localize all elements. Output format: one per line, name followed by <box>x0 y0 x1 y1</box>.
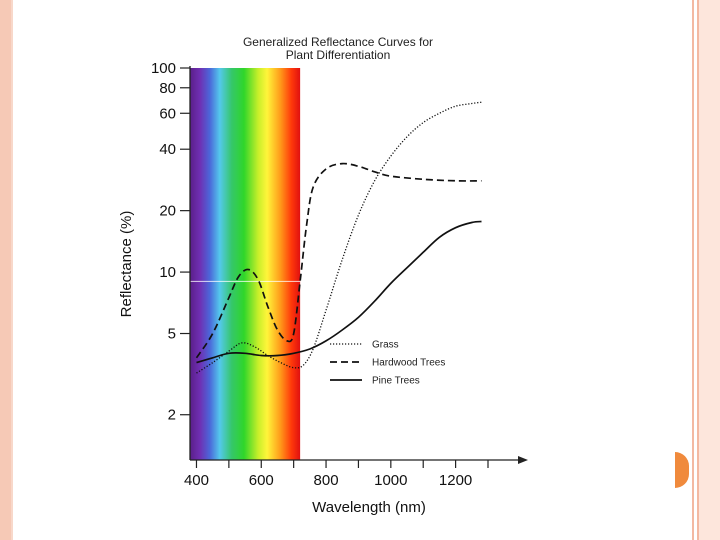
y-tick-label: 60 <box>159 105 176 122</box>
series-grass-line <box>196 101 482 374</box>
legend-label-hardwood-trees: Hardwood Trees <box>372 358 445 369</box>
y-tick-label: 10 <box>159 264 176 281</box>
x-axis-label: Wavelength (nm) <box>312 499 426 516</box>
chart-legend: Grass Hardwood Trees Pine Trees <box>330 340 445 387</box>
visible-spectrum-band <box>190 68 301 460</box>
y-tick-label: 40 <box>159 141 176 158</box>
series-pine-trees-line <box>196 220 482 364</box>
x-tick-label: 600 <box>249 472 274 489</box>
y-tick-label: 80 <box>159 80 176 97</box>
y-axis-ticks: 2 5 10 20 40 60 80 100 <box>151 60 190 424</box>
slide-left-border <box>0 0 13 540</box>
next-slide-tab[interactable] <box>675 452 689 488</box>
y-tick-label: 2 <box>168 407 176 424</box>
chart-title-line-2: Plant Differentiation <box>286 48 391 62</box>
chart-title-line-1: Generalized Reflectance Curves for <box>243 35 433 49</box>
series-lines <box>195 101 482 374</box>
legend-label-pine-trees: Pine Trees <box>372 376 420 387</box>
x-tick-label: 1000 <box>374 472 407 489</box>
y-axis-label: Reflectance (%) <box>118 211 135 318</box>
x-axis-ticks: 400 600 800 1000 1200 <box>184 460 489 489</box>
y-tick-label: 5 <box>168 326 176 343</box>
series-hardwood-trees-line <box>195 162 482 359</box>
y-tick-label: 20 <box>159 203 176 220</box>
legend-label-grass: Grass <box>372 340 399 351</box>
x-tick-label: 800 <box>314 472 339 489</box>
x-axis-arrow <box>518 456 528 464</box>
x-tick-label: 400 <box>184 472 209 489</box>
slide-right-border <box>690 0 720 540</box>
x-tick-label: 1200 <box>439 472 472 489</box>
y-tick-label: 100 <box>151 60 176 77</box>
